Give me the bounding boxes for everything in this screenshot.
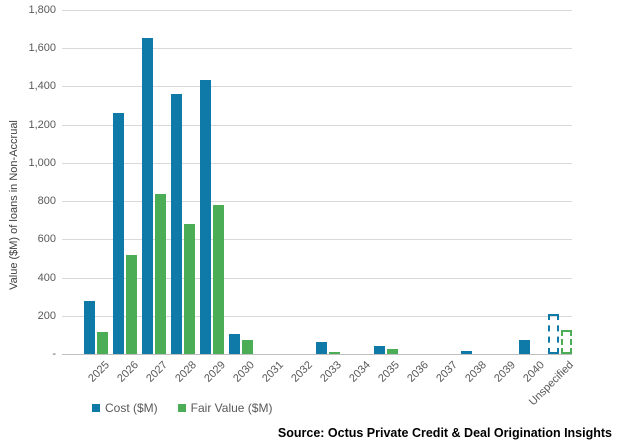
x-tick-label: 2028: [172, 359, 199, 385]
y-tick-label: 1,200: [28, 118, 56, 131]
x-tick-label: 2035: [375, 359, 402, 385]
y-tick-label: -: [52, 348, 56, 360]
x-tick-label: 2037: [433, 359, 460, 385]
source-credit: Source: Octus Private Credit & Deal Orig…: [277, 426, 612, 440]
bar-cost-unspecified: [548, 313, 559, 354]
x-tick-label: 2026: [114, 359, 141, 385]
x-tick-label: 2038: [462, 359, 489, 385]
bar-cost-2035: [374, 346, 385, 354]
bar-cost-2025: [84, 300, 95, 354]
legend-label-fair-value: Fair Value ($M): [190, 401, 273, 415]
x-tick-label: 2033: [317, 359, 344, 385]
bar-cost-2038: [461, 351, 472, 354]
x-tick-label: 2029: [201, 359, 228, 385]
bar-fair-value-2027: [155, 194, 166, 354]
x-tick-label: 2036: [404, 359, 431, 385]
fair-value-swatch-icon: [177, 404, 186, 412]
y-tick-label: 1,600: [28, 42, 56, 55]
legend-label-cost: Cost ($M): [105, 401, 158, 415]
y-tick-label: 800: [37, 195, 56, 208]
bar-cost-2029: [200, 79, 211, 354]
bar-cost-2028: [171, 94, 182, 354]
bar-fair-value-2029: [213, 204, 224, 354]
cost-swatch-icon: [92, 404, 100, 412]
bar-cost-2033: [316, 341, 327, 354]
gridline: [62, 48, 572, 50]
x-tick-label: 2030: [230, 359, 257, 385]
x-tick-label: 2031: [259, 359, 286, 385]
y-tick-label: 1,800: [28, 4, 56, 16]
bar-fair-value-2025: [97, 332, 108, 354]
x-tick-label: 2027: [143, 359, 170, 385]
y-tick-label: 200: [37, 309, 56, 322]
x-tick-label: 2040: [520, 359, 547, 385]
bar-fair-value-2028: [184, 224, 195, 354]
gridline: [62, 315, 572, 317]
gridline: [62, 162, 572, 164]
bar-cost-2026: [113, 113, 124, 354]
gridline: [62, 277, 572, 279]
x-axis-line: [62, 354, 572, 355]
gridline: [62, 239, 572, 241]
legend-item-cost: Cost ($M): [92, 401, 158, 415]
bar-fair-value-2033: [329, 352, 340, 354]
bar-fair-value-2026: [126, 254, 137, 354]
x-tick-label: 2034: [346, 359, 373, 385]
gridline: [62, 201, 572, 203]
bar-cost-2040: [519, 339, 530, 354]
x-tick-label: 2032: [288, 359, 315, 385]
bar-cost-2027: [142, 37, 153, 354]
bar-cost-2030: [229, 333, 240, 354]
gridline: [62, 10, 572, 11]
legend-item-fair-value: Fair Value ($M): [177, 401, 273, 415]
y-tick-label: 600: [37, 233, 56, 246]
legend: Cost ($M) Fair Value ($M): [92, 401, 272, 415]
x-tick-label: 2025: [85, 359, 112, 385]
x-tick-label: 2039: [491, 359, 518, 385]
bar-fair-value-2035: [387, 349, 398, 354]
gridline: [62, 86, 572, 88]
y-tick-label: 400: [37, 271, 56, 284]
bar-fair-value-unspecified: [561, 330, 572, 354]
gridline: [62, 124, 572, 126]
y-tick-label: 1,400: [28, 80, 56, 93]
bar-fair-value-2030: [242, 339, 253, 354]
y-tick-label: 1,000: [28, 156, 56, 169]
